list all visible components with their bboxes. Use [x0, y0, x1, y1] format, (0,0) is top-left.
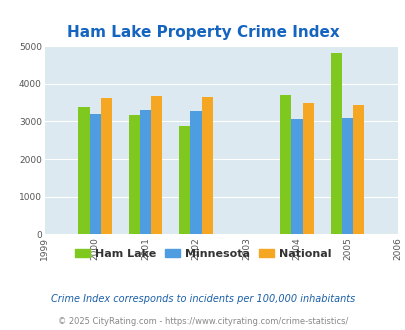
Bar: [352, 105, 363, 234]
Bar: [330, 53, 341, 234]
Bar: [151, 96, 162, 234]
Legend: Ham Lake, Minnesota, National: Ham Lake, Minnesota, National: [70, 245, 335, 263]
Bar: [100, 98, 111, 234]
Bar: [129, 115, 140, 234]
Bar: [279, 95, 291, 234]
Bar: [291, 119, 302, 234]
Text: Crime Index corresponds to incidents per 100,000 inhabitants: Crime Index corresponds to incidents per…: [51, 294, 354, 304]
Bar: [179, 126, 190, 234]
Bar: [190, 111, 201, 234]
Text: Ham Lake Property Crime Index: Ham Lake Property Crime Index: [66, 25, 339, 41]
Bar: [78, 107, 90, 234]
Bar: [302, 103, 313, 234]
Bar: [341, 118, 352, 234]
Text: © 2025 CityRating.com - https://www.cityrating.com/crime-statistics/: © 2025 CityRating.com - https://www.city…: [58, 317, 347, 326]
Bar: [140, 110, 151, 234]
Bar: [201, 97, 212, 234]
Bar: [90, 114, 100, 234]
